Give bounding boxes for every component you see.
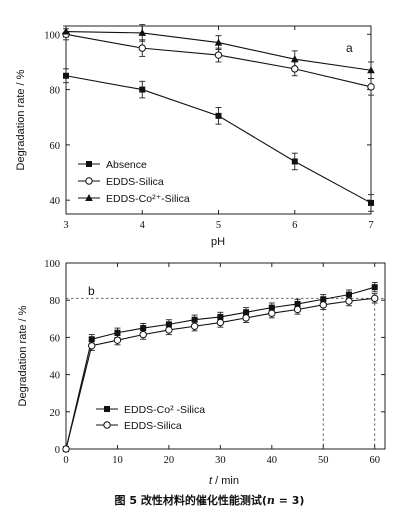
- error-bars-b: [88, 282, 378, 351]
- x-axis-title-b: t / min: [209, 475, 239, 487]
- caption-prefix: 图 5 改性材料的催化性能测试(: [114, 494, 267, 507]
- legend-label: EDDS-Co²⁺-Silica: [106, 193, 190, 205]
- data-point-1: [268, 309, 276, 317]
- y-tick-label: 80: [50, 296, 61, 307]
- data-point-0: [217, 313, 224, 320]
- x-axis-title-a: pH: [211, 236, 225, 248]
- data-point-1: [291, 65, 299, 73]
- data-point-1: [293, 305, 302, 314]
- x-axis-title-b-unit: / min: [212, 475, 239, 487]
- panel-label-b: b: [88, 284, 95, 298]
- data-point-0: [88, 336, 95, 343]
- legend-label: Absence: [106, 159, 147, 171]
- data-point-1: [367, 83, 375, 91]
- data-point-1: [190, 322, 199, 330]
- legend-marker: [104, 406, 110, 412]
- y-tick-label: 100: [44, 259, 60, 270]
- legend-b: EDDS-Co² -Silica EDDS-Silica: [96, 404, 205, 432]
- legend-label: EDDS-Co² -Silica: [124, 404, 205, 416]
- data-point-0: [291, 158, 298, 165]
- x-tick-label: 50: [318, 455, 329, 466]
- legend-marker: [85, 194, 93, 201]
- data-point-0: [140, 325, 147, 332]
- data-point-2: [62, 27, 70, 35]
- chart-panel-a: 3 4 5 6 7 40 60 80 100 a Degradation rate / % pH…: [15, 24, 375, 248]
- y-tick-label: 80: [50, 86, 61, 97]
- data-point-0: [345, 291, 352, 298]
- data-point-1: [139, 330, 147, 339]
- x-tick-label: 60: [369, 455, 380, 466]
- data-point-1: [371, 294, 379, 303]
- data-point-0: [63, 72, 69, 79]
- y-tick-label: 20: [50, 408, 61, 419]
- y-tick-label: 0: [55, 445, 60, 456]
- data-point-2: [138, 28, 147, 36]
- x-tick-label: 10: [112, 455, 123, 466]
- series-markers-a: [62, 27, 375, 206]
- legend-marker: [85, 177, 93, 185]
- data-point-0: [320, 296, 327, 303]
- y-tick-label: 100: [44, 30, 60, 41]
- data-point-1: [62, 445, 70, 453]
- legend-marker: [103, 421, 111, 429]
- reference-lines-b: [66, 297, 385, 449]
- x-tick-label: 4: [140, 220, 146, 231]
- x-tick-label: 20: [164, 455, 175, 466]
- data-point-0: [139, 86, 146, 93]
- y-axis-title-b: Degradation rate / %: [17, 305, 29, 406]
- data-point-2: [214, 38, 223, 46]
- data-point-1: [165, 326, 173, 334]
- data-point-2: [290, 55, 299, 63]
- data-point-1: [345, 297, 353, 305]
- data-point-1: [319, 301, 327, 309]
- data-point-1: [242, 314, 250, 322]
- legend-marker: [86, 161, 92, 167]
- x-axis-title-b-symbol: t: [209, 475, 213, 487]
- legend-label: EDDS-Silica: [106, 176, 164, 188]
- caption-suffix: = 3): [274, 494, 305, 507]
- x-tick-label: 3: [63, 220, 68, 231]
- legend-a: Absence EDDS-Silica EDDS-Co²⁺-Silica: [78, 159, 190, 205]
- x-tick-label: 5: [216, 220, 221, 231]
- y-tick-label: 60: [50, 333, 61, 344]
- data-point-2: [367, 66, 375, 74]
- data-point-1: [138, 44, 146, 52]
- data-point-0: [268, 304, 275, 311]
- data-point-1: [216, 318, 225, 327]
- x-tick-label: 30: [215, 455, 226, 466]
- y-tick-label: 60: [50, 141, 61, 152]
- tick-group-b: 0 10 20 30 40 50 60 0 20 40 60 80 100: [44, 259, 385, 466]
- data-point-0: [191, 316, 198, 323]
- x-tick-label: 6: [292, 220, 297, 231]
- y-tick-label: 40: [50, 371, 61, 382]
- data-point-0: [215, 112, 222, 119]
- data-point-0: [114, 329, 121, 336]
- y-tick-label: 40: [50, 196, 61, 207]
- x-tick-label: 0: [63, 455, 68, 466]
- data-point-0: [371, 284, 378, 291]
- tick-group-a: 3 4 5 6 7 40 60 80 100: [44, 26, 374, 231]
- figure-caption: 图 5 改性材料的催化性能测试(n = 3): [0, 492, 419, 508]
- x-tick-label: 7: [368, 220, 373, 231]
- data-point-1: [214, 51, 223, 59]
- x-tick-label: 40: [267, 455, 278, 466]
- panel-label-a: a: [346, 41, 353, 55]
- series-markers-b: [62, 284, 379, 453]
- plot-frame-b: [65, 262, 386, 450]
- data-point-0: [368, 199, 374, 206]
- data-point-1: [113, 336, 122, 344]
- data-point-0: [165, 321, 172, 328]
- data-point-0: [294, 300, 301, 307]
- data-point-0: [243, 309, 250, 316]
- data-point-1: [88, 342, 96, 350]
- chart-panel-b: 0 10 20 30 40 50 60 0 20 40 60 80 100 b Degradation …: [17, 259, 386, 487]
- caption-n: n: [266, 494, 275, 507]
- legend-label: EDDS-Silica: [124, 420, 182, 432]
- y-axis-title-a: Degradation rate / %: [15, 69, 27, 170]
